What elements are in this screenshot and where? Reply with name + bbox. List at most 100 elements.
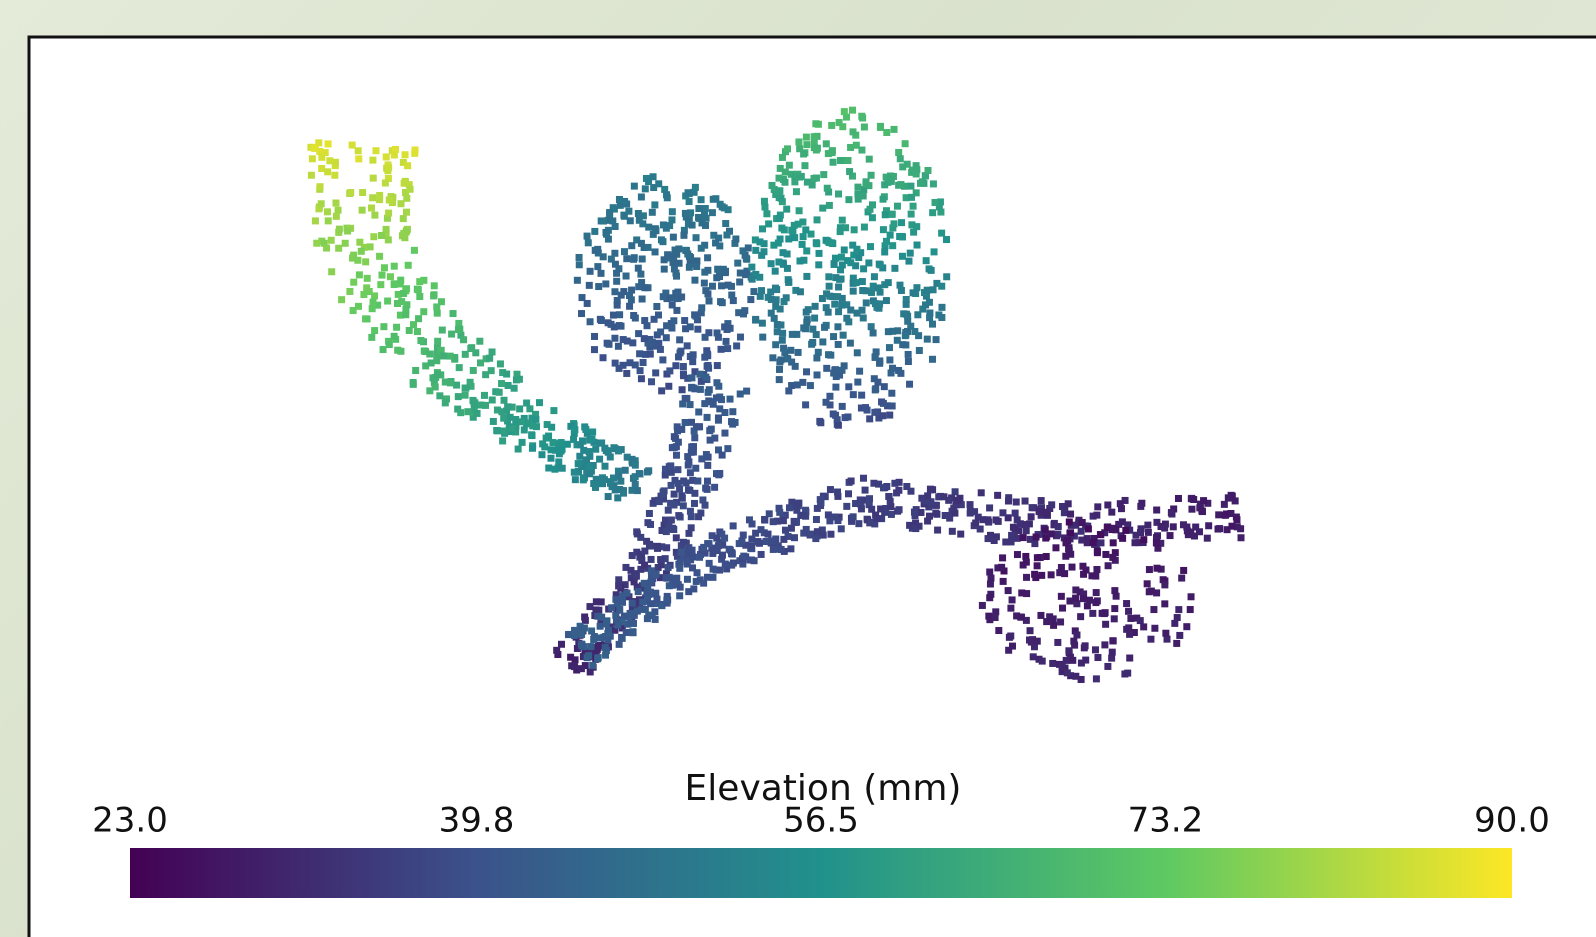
point: [398, 298, 405, 305]
point: [1216, 525, 1223, 532]
point: [635, 265, 642, 272]
point: [598, 317, 605, 324]
point: [312, 217, 319, 224]
point: [1058, 593, 1065, 600]
point: [619, 592, 626, 599]
point: [850, 288, 857, 295]
point: [880, 196, 887, 203]
point: [1199, 508, 1206, 515]
point: [841, 246, 848, 253]
point: [832, 384, 839, 391]
point: [490, 418, 497, 425]
point: [1049, 660, 1056, 667]
point: [903, 301, 910, 308]
point: [586, 448, 593, 455]
point: [759, 225, 766, 232]
point: [740, 310, 747, 317]
point: [684, 342, 691, 349]
point: [635, 283, 642, 290]
point: [355, 155, 362, 162]
point: [515, 446, 522, 453]
point: [1126, 655, 1133, 662]
point: [668, 517, 675, 524]
point: [721, 535, 728, 542]
point: [1085, 525, 1092, 532]
point: [670, 317, 677, 324]
point: [616, 311, 623, 318]
point: [311, 145, 318, 152]
point: [817, 499, 824, 506]
point: [698, 304, 705, 311]
point: [899, 253, 906, 260]
point: [706, 297, 713, 304]
point: [591, 228, 598, 235]
point: [583, 456, 590, 463]
point: [911, 328, 918, 335]
point: [803, 247, 810, 254]
point: [665, 564, 672, 571]
point: [999, 509, 1006, 516]
point: [1104, 663, 1111, 670]
point: [985, 535, 992, 542]
point: [938, 230, 945, 237]
point: [627, 217, 634, 224]
point: [812, 120, 819, 127]
point: [701, 354, 708, 361]
point: [929, 356, 936, 363]
point: [667, 462, 674, 469]
point: [827, 486, 834, 493]
point: [1029, 504, 1036, 511]
point: [369, 305, 376, 312]
point: [772, 268, 779, 275]
point: [663, 334, 670, 341]
point: [632, 481, 639, 488]
point: [899, 341, 906, 348]
point: [752, 316, 759, 323]
point: [1039, 658, 1046, 665]
point: [370, 233, 377, 240]
point: [456, 364, 463, 371]
point: [677, 584, 684, 591]
point: [862, 487, 869, 494]
point: [567, 654, 574, 661]
point: [740, 553, 747, 560]
point: [629, 600, 636, 607]
point: [369, 157, 376, 164]
point: [666, 367, 673, 374]
point: [813, 516, 820, 523]
point: [689, 358, 696, 365]
point: [737, 334, 744, 341]
point: [387, 273, 394, 280]
point: [897, 370, 904, 377]
point: [938, 304, 945, 311]
point: [1037, 612, 1044, 619]
point: [697, 386, 704, 393]
point: [651, 201, 658, 208]
point: [730, 522, 737, 529]
point: [411, 150, 418, 157]
point: [433, 303, 440, 310]
point: [714, 362, 721, 369]
point: [1032, 574, 1039, 581]
point: [749, 520, 756, 527]
point: [615, 576, 622, 583]
point: [722, 220, 729, 227]
point: [590, 636, 597, 643]
point: [391, 263, 398, 270]
point: [1080, 571, 1087, 578]
point: [426, 351, 433, 358]
point: [684, 576, 691, 583]
point: [501, 397, 508, 404]
point: [635, 588, 642, 595]
point: [835, 341, 842, 348]
point: [891, 126, 898, 133]
point: [1014, 551, 1021, 558]
point: [598, 270, 605, 277]
point: [398, 200, 405, 207]
point: [733, 342, 740, 349]
point: [1144, 580, 1151, 587]
point: [812, 303, 819, 310]
point: [910, 289, 917, 296]
point: [1167, 532, 1174, 539]
point: [887, 232, 894, 239]
